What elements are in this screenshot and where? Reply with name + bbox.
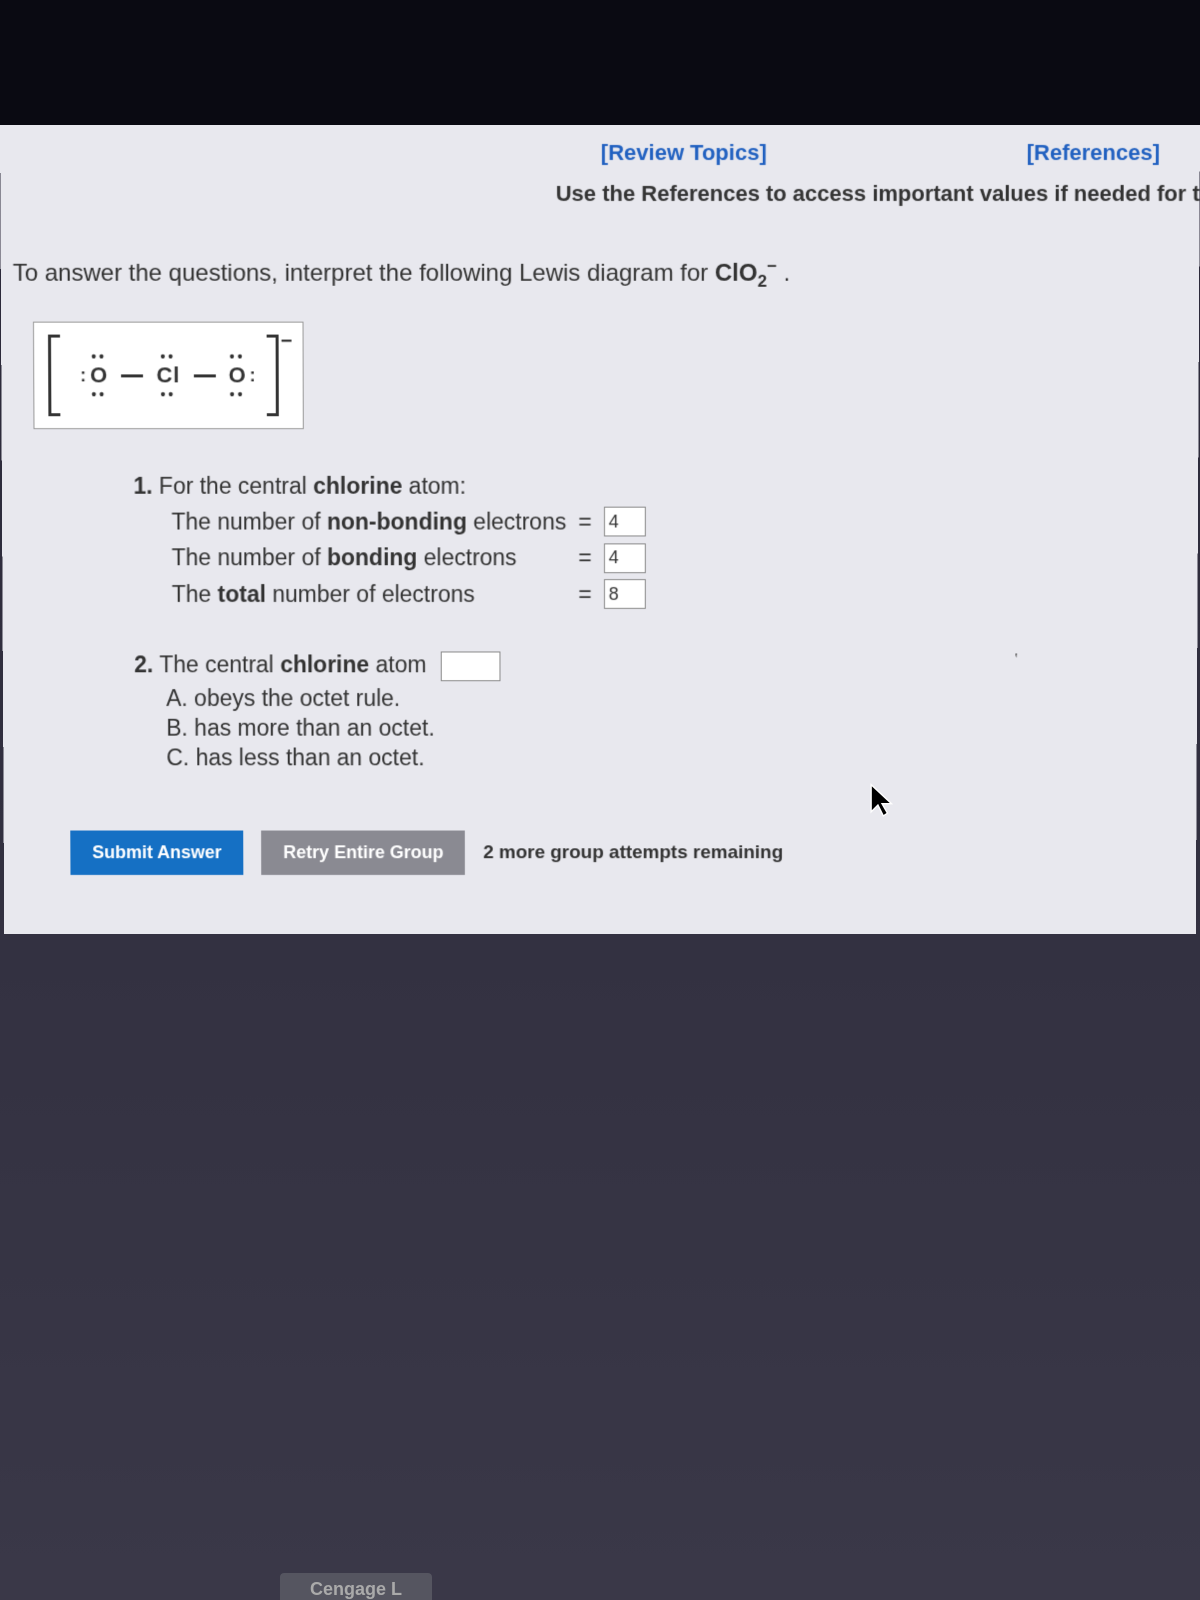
atom-label: Cl — [156, 362, 180, 387]
q2-header-post: atom — [369, 652, 426, 678]
q2-answer-input[interactable] — [441, 652, 501, 682]
bond-icon — [193, 375, 215, 378]
q1-row-label: The total number of electrons — [166, 576, 573, 612]
instruction-text: Use the References to access important v… — [12, 176, 1199, 237]
formula-base: ClO — [715, 260, 758, 287]
choice-c: C. has less than an octet. — [135, 745, 1197, 772]
lone-pair-icon: •• — [230, 386, 246, 402]
equals-sign: = — [572, 503, 597, 539]
atom-cl: •• •• Cl — [156, 362, 180, 388]
retry-group-button[interactable]: Retry Entire Group — [261, 831, 465, 875]
lone-pair-icon: •• — [91, 348, 107, 364]
text: electrons — [467, 508, 566, 534]
text-bold: total — [218, 581, 266, 607]
choice-b: B. has more than an octet. — [134, 715, 1196, 742]
q2-number: 2. — [134, 652, 153, 678]
intro-suffix: . — [777, 260, 790, 287]
q1-row-label: The number of bonding electrons — [166, 540, 573, 576]
lone-pair-icon: : — [250, 373, 257, 378]
atom-o-left: •• •• : O — [90, 362, 108, 388]
equals-sign: = — [572, 576, 597, 612]
q1-row-label: The number of non-bonding electrons — [165, 503, 572, 539]
formula: ClO2− — [715, 260, 777, 287]
question-2: 2. The central chlorine atom A. obeys th… — [134, 652, 1197, 772]
top-dark-bar — [0, 0, 1200, 125]
review-topics-link[interactable]: [Review Topics] — [601, 140, 767, 166]
lone-pair-icon: •• — [91, 386, 107, 402]
q2-header: 2. The central chlorine atom — [134, 652, 1197, 682]
q2-header-bold: chlorine — [280, 652, 369, 678]
q2-header-pre: The central — [159, 652, 280, 678]
lewis-content: •• •• : O •• •• Cl •• •• : O — [46, 340, 290, 410]
lone-pair-icon: : — [80, 373, 87, 378]
submit-answer-button[interactable]: Submit Answer — [70, 831, 243, 875]
lewis-diagram: − •• •• : O •• •• Cl •• •• : O — [33, 321, 304, 429]
q1-header-pre: For the central — [159, 473, 313, 499]
q1-row-0: The number of non-bonding electrons = — [165, 503, 651, 539]
nonbonding-input[interactable] — [604, 507, 646, 537]
atom-label: O — [90, 362, 108, 387]
top-links-row: [Review Topics] [References] — [12, 125, 1200, 176]
lone-pair-icon: •• — [230, 348, 246, 364]
atom-o-right: •• •• : O — [228, 362, 246, 388]
atom-label: O — [228, 362, 246, 387]
intro-prefix: To answer the questions, interpret the f… — [13, 260, 715, 287]
references-link[interactable]: [References] — [1027, 140, 1160, 166]
q1-sub-table: The number of non-bonding electrons = Th… — [165, 503, 651, 612]
button-row: Submit Answer Retry Entire Group 2 more … — [16, 811, 1197, 895]
questions-block: 1. For the central chlorine atom: The nu… — [14, 473, 1198, 772]
bonding-input[interactable] — [604, 543, 646, 573]
attempts-remaining-text: 2 more group attempts remaining — [483, 842, 783, 864]
stray-mark: ‛ — [1014, 652, 1018, 670]
q1-row-1: The number of bonding electrons = — [166, 540, 652, 576]
question-1: 1. For the central chlorine atom: The nu… — [133, 473, 1198, 612]
formula-sub: 2 — [757, 272, 766, 291]
question-intro: To answer the questions, interpret the f… — [13, 237, 1200, 312]
q1-row-2: The total number of electrons = — [166, 576, 652, 612]
text: The number of — [172, 544, 327, 570]
text-bold: non-bonding — [327, 508, 467, 534]
formula-sup: − — [767, 257, 777, 276]
text-bold: bonding — [327, 544, 417, 570]
text: number of electrons — [266, 581, 475, 607]
text: The number of — [171, 508, 327, 534]
content-area: [Review Topics] [References] Use the Ref… — [0, 125, 1200, 934]
q1-header: 1. For the central chlorine atom: — [133, 473, 1198, 500]
lone-pair-icon: •• — [160, 386, 176, 402]
q1-header-bold: chlorine — [313, 473, 402, 499]
bond-icon — [121, 375, 143, 378]
total-input[interactable] — [604, 579, 646, 609]
cengage-footer: Cengage L — [280, 1573, 432, 1600]
equals-sign: = — [572, 540, 597, 576]
text: The — [172, 581, 218, 607]
text: electrons — [417, 544, 516, 570]
lone-pair-icon: •• — [160, 348, 176, 364]
choice-a: A. obeys the octet rule. — [134, 685, 1197, 712]
q1-header-post: atom: — [402, 473, 466, 499]
q1-number: 1. — [133, 473, 152, 499]
